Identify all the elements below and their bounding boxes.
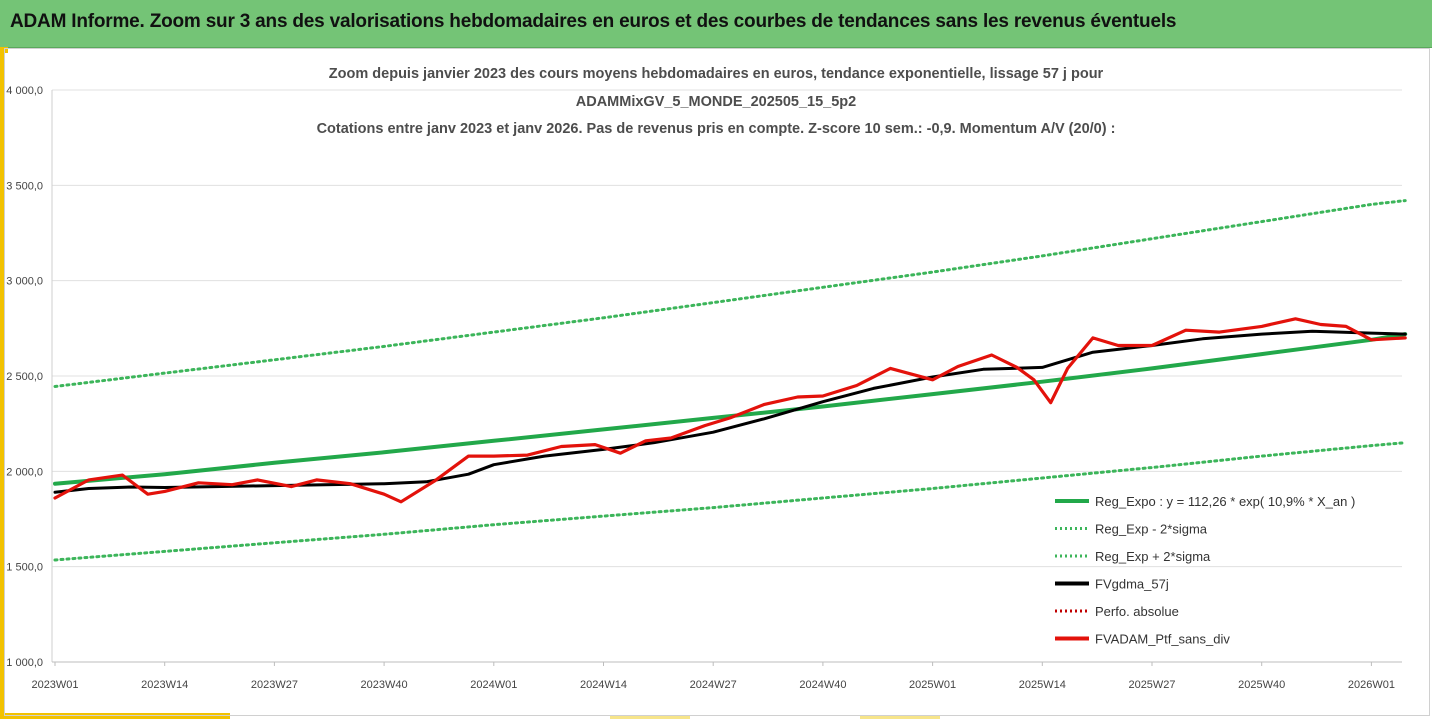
- legend-label: Reg_Exp + 2*sigma: [1095, 549, 1211, 564]
- x-tick-label: 2024W01: [470, 679, 517, 691]
- x-tick-label: 2023W40: [361, 679, 408, 691]
- lower-sigma-line: [53, 441, 1407, 562]
- x-tick-label: 2024W27: [690, 679, 737, 691]
- legend-label: FVgdma_57j: [1095, 577, 1169, 592]
- gridlines: [52, 89, 1402, 568]
- chart-title-line-1: Zoom depuis janvier 2023 des cours moyen…: [328, 66, 1104, 82]
- series-lines: [53, 199, 1408, 562]
- legend-label: Reg_Expo : y = 112,26 * exp( 10,9% * X_a…: [1095, 494, 1355, 509]
- legend-label: Perfo. absolue: [1095, 604, 1179, 619]
- portfolio-line: [53, 317, 1407, 504]
- x-tick-label: 2024W40: [799, 679, 846, 691]
- upper-sigma-line: [53, 199, 1407, 388]
- y-tick-label: 1 500,0: [6, 562, 43, 574]
- chart-title-line-3: Cotations entre janv 2023 et janv 2026. …: [316, 121, 1116, 137]
- legend-label: Reg_Exp - 2*sigma: [1095, 522, 1208, 537]
- x-tick-label: 2023W14: [141, 679, 188, 691]
- x-tick-label: 2025W27: [1128, 679, 1175, 691]
- x-tick-label: 2025W40: [1238, 679, 1285, 691]
- bottom-accent-bar: [0, 713, 230, 719]
- legend: Reg_Expo : y = 112,26 * exp( 10,9% * X_a…: [1055, 494, 1355, 647]
- chart-frame: [4, 48, 1430, 716]
- chart-title-line-2: ADAMMixGV_5_MONDE_202505_15_5p2: [575, 94, 857, 110]
- x-tick-label: 2024W14: [580, 679, 627, 691]
- bottom-accent-strip: [610, 716, 690, 719]
- x-tick-label: 2026W01: [1348, 679, 1395, 691]
- y-tick-label: 3 500,0: [6, 180, 43, 192]
- y-tick-label: 4 000,0: [6, 85, 43, 97]
- banner-title: ADAM Informe. Zoom sur 3 ans des valoris…: [10, 11, 1177, 32]
- x-tick-label: 2023W01: [31, 679, 78, 691]
- x-tick-label: 2025W14: [1019, 679, 1066, 691]
- y-tick-label: 2 500,0: [6, 371, 43, 383]
- left-accent-bar: [0, 47, 4, 719]
- x-tick-label: 2025W01: [909, 679, 956, 691]
- smoothed-line: [53, 329, 1407, 494]
- legend-label: FVADAM_Ptf_sans_div: [1095, 632, 1230, 647]
- axes: 1 000,0 1 500,0 2 000,0 2 500,0 3 000,0 3 500…: [6, 85, 1402, 691]
- bottom-accent-strip: [860, 716, 940, 719]
- regression-line: [53, 332, 1408, 486]
- title-banner: ADAM Informe. Zoom sur 3 ans des valoris…: [0, 0, 1432, 48]
- y-tick-label: 3 000,0: [6, 276, 43, 288]
- y-tick-label: 2 000,0: [6, 466, 43, 478]
- y-tick-label: 1 000,0: [6, 657, 43, 669]
- x-tick-label: 2023W27: [251, 679, 298, 691]
